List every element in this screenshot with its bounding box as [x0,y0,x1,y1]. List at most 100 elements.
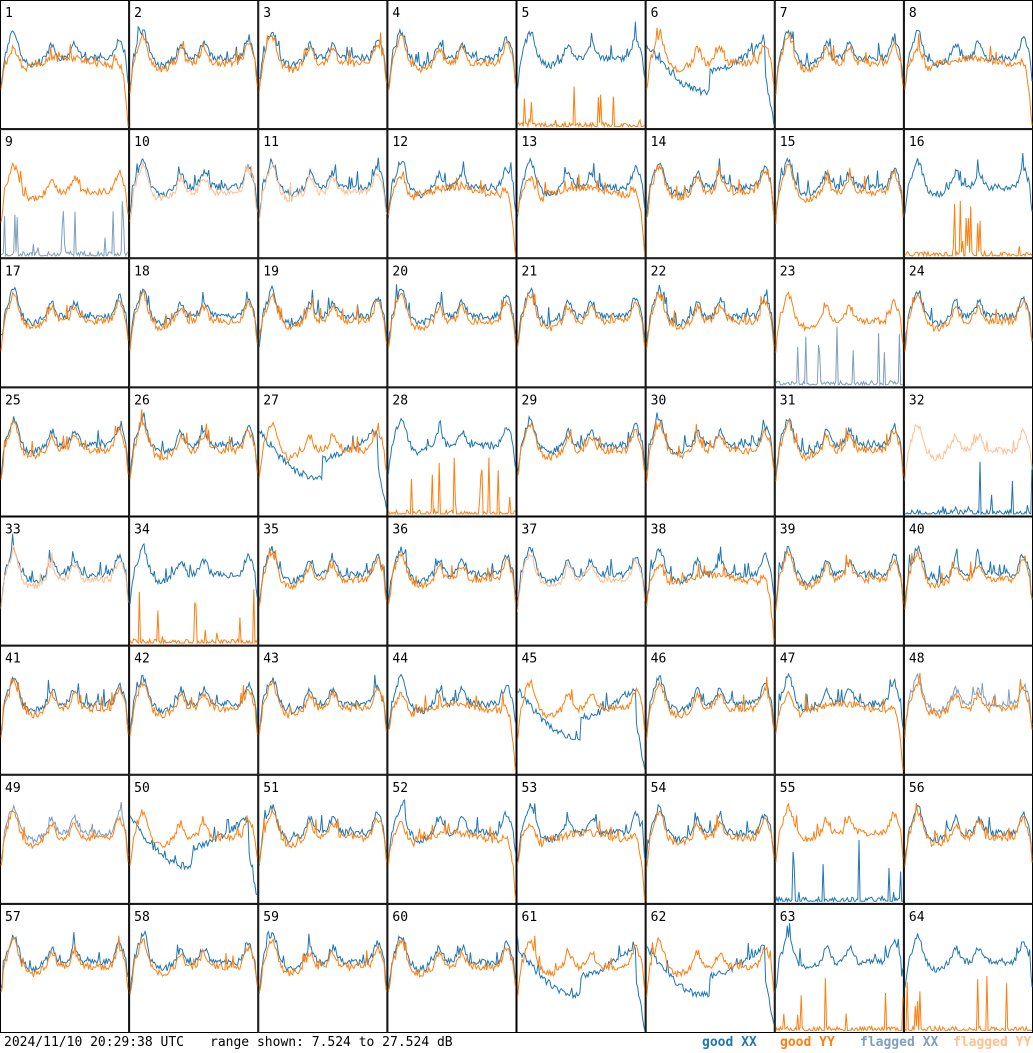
series-line-yy [646,936,775,997]
series-line-yy [387,551,516,606]
panel-label: 15 [780,135,796,150]
series-line-xx [387,284,516,347]
series-line-yy [517,293,646,348]
series-line-yy [387,457,516,516]
series-line-yy [258,547,387,607]
panel-frame [774,0,904,130]
legend-good-yy: good YY [780,1035,835,1050]
series-line-yy [904,423,1033,481]
series-line-xx [646,803,775,859]
legend-flagged-xx: flagged XX [860,1035,939,1050]
series-line-xx [517,287,646,346]
panel-frame [387,903,517,1033]
panel-label: 26 [134,393,150,408]
panel-frame [645,258,775,388]
panel-frame [0,387,130,517]
panel-label: 58 [134,910,150,925]
series-line-yy [129,33,258,94]
series-line-xx [129,542,258,604]
panel-frame [516,0,646,130]
panel-frame [258,516,388,646]
series-line-xx [517,414,646,473]
panel-label: 7 [780,6,788,21]
series-line-xx [517,803,646,864]
series-line-xx [775,839,903,904]
panel-frame [0,258,130,388]
series-line-xx [387,27,516,91]
series-line-yy [775,32,904,96]
series-line-yy [258,807,387,865]
series-line-yy [646,676,775,740]
panel-label: 46 [651,652,667,667]
panel-label: 5 [522,6,530,21]
series-line-xx [775,326,904,387]
footer: 2024/11/10 20:29:38 UTC range shown: 7.5… [0,1033,1033,1053]
series-line-yy [775,802,904,863]
panel-label: 23 [780,264,796,279]
series-line-xx [258,930,387,994]
panel-frame [258,129,388,259]
series-line-xx [775,923,904,989]
series-line-xx [517,21,646,90]
panel-frame [129,0,259,130]
series-line-xx [387,160,516,219]
series-line-xx [258,157,387,220]
series-line-yy [775,690,904,770]
panel-label: 41 [5,652,21,667]
panel-label: 60 [392,910,408,925]
panel-label: 44 [392,652,408,667]
panel-label: 14 [651,135,667,150]
panel-label: 9 [5,135,13,150]
series-line-xx [129,157,258,214]
series-line-xx [387,546,516,602]
panel-label: 3 [263,6,271,21]
series-line-yy [646,164,775,218]
series-line-yy [517,935,646,998]
series-line-yy [129,160,258,222]
panel-frame [129,387,259,517]
panel-frame [387,258,517,388]
series-line-yy [646,420,775,483]
panel-label: 49 [5,781,21,796]
panel-label: 30 [651,393,667,408]
panel-frame [774,129,904,259]
series-line-yy [517,86,645,129]
panel-label: 64 [909,910,925,925]
series-line-yy [517,678,646,741]
panel-frame [774,516,904,646]
panel-label: 42 [134,652,150,667]
series-line-yy [904,200,1033,258]
series-line-yy [904,672,1033,738]
panel-frame [258,387,388,517]
series-line-yy [387,938,516,992]
series-line-yy [517,174,646,256]
series-line-xx [258,545,387,603]
series-line-xx [646,943,775,1025]
series-line-xx [258,674,387,731]
series-line-yy [0,935,129,993]
series-line-yy [775,163,904,225]
panel-label: 28 [392,393,408,408]
panel-label: 11 [263,135,279,150]
legend-good-xx: good XX [702,1035,757,1050]
series-line-yy [646,290,775,350]
series-line-yy [129,409,258,479]
panel-frame [774,258,904,388]
series-line-xx [904,804,1033,861]
panel-label: 20 [392,264,408,279]
series-line-yy [0,162,129,223]
panel-frame [516,387,646,517]
series-line-xx [387,673,516,730]
series-line-yy [258,292,387,344]
series-line-xx [0,201,129,258]
panel-label: 36 [392,523,408,538]
series-line-xx [904,461,1033,516]
series-line-yy [129,809,258,865]
panel-label: 25 [5,393,21,408]
panel-frame [774,903,904,1033]
series-line-yy [775,549,904,611]
panel-label: 1 [5,6,13,21]
panel-frame [129,774,259,904]
panel-label: 34 [134,523,150,538]
